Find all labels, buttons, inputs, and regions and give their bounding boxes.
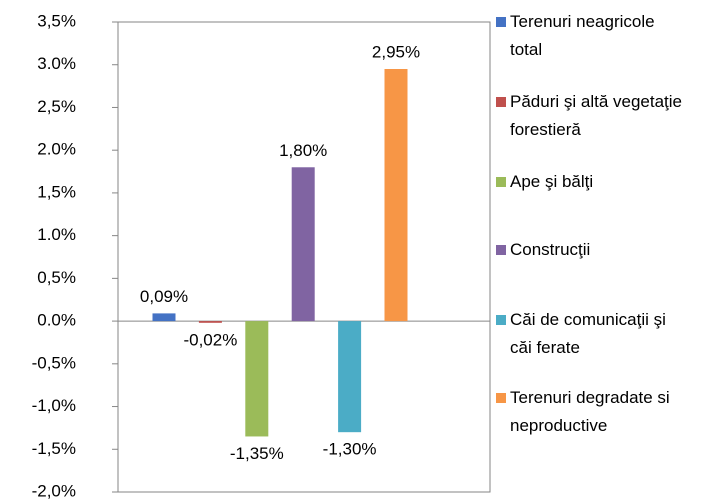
legend-swatch xyxy=(496,177,506,187)
legend-label: Ape şi bălţi xyxy=(510,172,594,191)
y-tick-label: -1,0% xyxy=(32,396,76,415)
data-label: -0,02% xyxy=(183,330,237,349)
y-tick-label: -2,0% xyxy=(32,481,76,500)
bar xyxy=(198,321,222,323)
y-tick-label: -0,5% xyxy=(32,353,76,372)
bar xyxy=(338,321,362,433)
legend-label: Păduri şi altă vegetaţie forestieră xyxy=(510,92,682,139)
legend-swatch xyxy=(496,245,506,255)
data-label: 1,80% xyxy=(279,141,327,160)
data-label: 0,09% xyxy=(140,287,188,306)
y-tick-label: 2.0% xyxy=(37,140,76,159)
legend-entry: Ape şi bălţi xyxy=(496,168,696,196)
data-label: -1,35% xyxy=(230,444,284,463)
y-tick-label: -1,5% xyxy=(32,439,76,458)
legend-entry: Căi de comunicaţii şi căi ferate xyxy=(496,306,696,362)
legend-swatch xyxy=(496,393,506,403)
y-tick-label: 1.0% xyxy=(37,225,76,244)
y-tick-label: 3.0% xyxy=(37,54,76,73)
legend-entry: Păduri şi altă vegetaţie forestieră xyxy=(496,88,696,144)
y-tick-label: 2,5% xyxy=(37,97,76,116)
legend-label: Construcţii xyxy=(510,240,591,259)
legend-entry: Construcţii xyxy=(496,236,696,264)
legend-swatch xyxy=(496,97,506,107)
legend-swatch xyxy=(496,17,506,27)
bar xyxy=(291,167,315,322)
bar xyxy=(152,313,176,322)
bar xyxy=(384,69,408,322)
legend-entry: Terenuri neagricole total xyxy=(496,8,696,64)
y-tick-label: 0,5% xyxy=(37,268,76,287)
legend-label: Căi de comunicaţii şi căi ferate xyxy=(510,310,666,357)
y-tick-label: 0.0% xyxy=(37,311,76,330)
y-tick-label: 3,5% xyxy=(37,11,76,30)
legend-entry: Terenuri degradate si neproductive xyxy=(496,384,696,440)
legend-swatch xyxy=(496,315,506,325)
plot-border xyxy=(117,21,491,493)
legend-label: Terenuri degradate si neproductive xyxy=(510,388,670,435)
bar xyxy=(245,321,269,437)
y-tick-label: 1,5% xyxy=(37,182,76,201)
data-label: -1,30% xyxy=(323,440,377,459)
legend-label: Terenuri neagricole total xyxy=(510,12,655,59)
data-label: 2,95% xyxy=(372,42,420,61)
